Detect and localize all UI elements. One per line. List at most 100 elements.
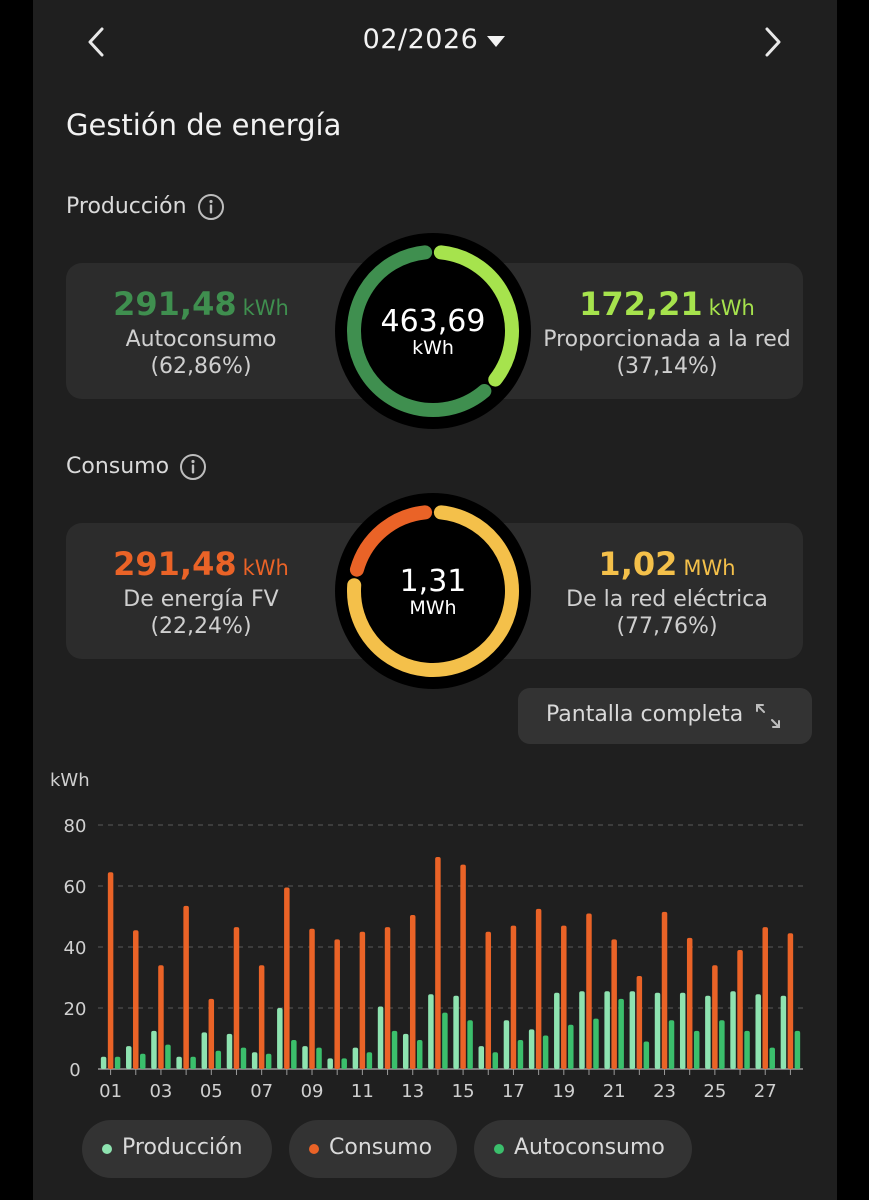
pv-energy-stat: 291,48 kWh De energía FV (22,24%)	[66, 545, 336, 639]
pv-energy-percent: (22,24%)	[150, 614, 252, 639]
grid-export-percent: (37,14%)	[616, 354, 718, 379]
consumption-label: Consumo	[66, 454, 170, 479]
ring-arc-autoconsumo	[347, 245, 492, 417]
bar-autoconsumo-day-3	[165, 1044, 171, 1069]
next-month-button[interactable]	[751, 20, 795, 64]
bar-producción-day-28	[780, 995, 787, 1069]
fullscreen-button[interactable]: Pantalla completa	[518, 688, 812, 744]
bar-producción-day-15	[453, 995, 459, 1069]
autoconsumo-label: Autoconsumo	[125, 327, 277, 352]
y-tick-label: 40	[64, 938, 87, 959]
grid-export-stat: 172,21 kWh Proporcionada a la red (37,14%…	[521, 285, 813, 379]
ring-background	[335, 493, 531, 689]
bar-producción-day-6	[226, 1033, 233, 1069]
bar-producción-day-23	[654, 992, 661, 1069]
y-tick-label: 80	[64, 816, 87, 837]
ring-arc-pv-energy	[349, 505, 433, 577]
x-tick-label: 23	[653, 1081, 676, 1102]
production-label: Producción	[66, 194, 187, 219]
bar-producción-day-7	[251, 1052, 258, 1069]
daily-energy-bar-chart: 0 20 40 60 80 01 03 05 07 09 11 13 15 17 19 21 23 25 27	[64, 816, 803, 1102]
legend-produccion-label: Producción	[122, 1135, 243, 1160]
ring-arc-grid-import	[347, 505, 519, 677]
chart-y-axis-label: kWh	[50, 770, 90, 791]
bar-autoconsumo-day-24	[693, 1030, 700, 1070]
legend-consumo[interactable]: Consumo	[289, 1120, 457, 1178]
bar-producción-day-19	[554, 992, 560, 1069]
bar-consumo-day-25	[712, 965, 718, 1069]
pv-energy-label: De energía FV	[123, 587, 279, 612]
bar-consumo-day-4	[183, 905, 189, 1069]
bar-producción-day-9	[302, 1046, 308, 1070]
bar-autoconsumo-day-17	[517, 1040, 524, 1069]
bar-producción-day-1	[100, 1056, 107, 1069]
grid-import-stat: 1,02 MWh De la red eléctrica (77,76%)	[531, 545, 803, 639]
x-tick-label: 13	[401, 1081, 424, 1102]
consumption-total-unit: MWh	[409, 596, 457, 619]
month-selector[interactable]: 02/2026	[0, 24, 869, 55]
bar-producción-day-17	[503, 1020, 510, 1069]
info-icon[interactable]	[197, 193, 225, 221]
x-tick-label: 25	[703, 1081, 726, 1102]
bar-consumo-day-1	[107, 872, 114, 1069]
bar-autoconsumo-day-9	[316, 1047, 322, 1069]
bar-consumo-day-28	[787, 933, 794, 1069]
page-title: Gestión de energía	[66, 108, 342, 142]
grid-import-unit: MWh	[683, 556, 736, 580]
bar-autoconsumo-day-21	[618, 998, 624, 1069]
month-navigation: 02/2026	[0, 0, 869, 85]
bar-producción-day-20	[579, 991, 585, 1069]
bar-autoconsumo-day-11	[366, 1052, 373, 1069]
legend-autoconsumo-label: Autoconsumo	[514, 1135, 665, 1160]
bar-consumo-day-23	[661, 911, 668, 1069]
bar-consumo-day-3	[158, 965, 164, 1069]
bar-consumo-day-9	[309, 928, 315, 1069]
chevron-left-icon	[88, 27, 104, 57]
bar-autoconsumo-day-7	[265, 1053, 272, 1069]
bar-producción-day-25	[705, 995, 711, 1069]
ring-arc-grid-export	[433, 245, 519, 387]
bar-autoconsumo-day-10	[341, 1058, 347, 1069]
x-tick-label: 27	[754, 1081, 777, 1102]
grid-export-unit: kWh	[708, 296, 755, 320]
produccion-dot	[102, 1144, 112, 1154]
autoconsumo-value: 291,48	[113, 285, 237, 323]
month-label: 02/2026	[362, 24, 479, 55]
bar-consumo-day-5	[208, 998, 215, 1069]
ring-background	[335, 233, 531, 429]
bar-consumo-day-2	[133, 930, 139, 1069]
bar-autoconsumo-day-13	[416, 1040, 423, 1069]
production-ring-chart	[335, 233, 531, 429]
chevron-right-icon	[765, 27, 781, 57]
bar-autoconsumo-day-20	[593, 1018, 599, 1069]
bar-producción-day-2	[126, 1046, 132, 1070]
bar-consumo-day-11	[359, 931, 366, 1069]
x-tick-label: 09	[301, 1081, 324, 1102]
grid-export-label: Proporcionada a la red	[543, 327, 791, 352]
previous-month-button[interactable]	[74, 20, 118, 64]
bar-producción-day-18	[528, 1029, 535, 1069]
x-tick-label: 07	[250, 1081, 273, 1102]
bar-autoconsumo-day-14	[442, 1012, 448, 1069]
bar-autoconsumo-day-1	[114, 1056, 121, 1069]
bar-producción-day-24	[679, 992, 686, 1069]
bar-autoconsumo-day-5	[215, 1050, 222, 1069]
legend-autoconsumo[interactable]: Autoconsumo	[474, 1120, 692, 1178]
bar-producción-day-10	[327, 1058, 333, 1069]
bar-producción-day-27	[755, 994, 761, 1069]
info-icon[interactable]	[179, 453, 207, 481]
bar-autoconsumo-day-23	[668, 1020, 675, 1069]
autoconsumo-dot	[494, 1144, 504, 1154]
x-tick-label: 05	[200, 1081, 223, 1102]
bar-consumo-day-21	[611, 939, 617, 1070]
autoconsumo-unit: kWh	[242, 296, 289, 320]
bar-producción-day-11	[352, 1047, 359, 1069]
consumption-total: 1,31 MWh	[333, 491, 533, 691]
consumption-ring: 1,31 MWh	[333, 491, 533, 691]
x-tick-label: 15	[452, 1081, 475, 1102]
bar-consumo-day-17	[510, 925, 517, 1069]
bar-producción-day-5	[201, 1032, 208, 1069]
bar-autoconsumo-day-25	[719, 1020, 725, 1069]
legend-produccion[interactable]: Producción	[82, 1120, 272, 1178]
bar-autoconsumo-day-19	[568, 1024, 574, 1069]
